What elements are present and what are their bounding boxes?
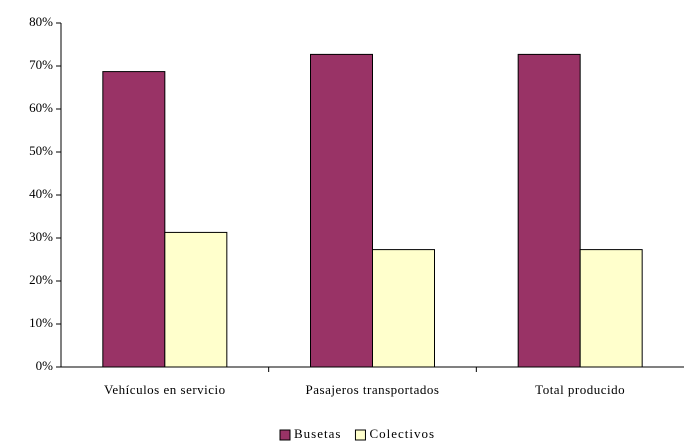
- x-tick-label: Total producido: [535, 382, 625, 397]
- bar: [164, 231, 228, 368]
- legend-label: Busetas: [294, 426, 341, 441]
- y-tick-label: 50%: [29, 143, 53, 158]
- y-tick-label: 0%: [36, 358, 54, 373]
- x-tick-label: Pasajeros transportados: [306, 382, 440, 397]
- y-tick-label: 10%: [29, 315, 53, 330]
- legend-swatch: [279, 429, 291, 441]
- y-tick-label: 80%: [29, 14, 53, 29]
- y-tick-label: 30%: [29, 229, 53, 244]
- bar: [517, 53, 581, 368]
- y-tick-label: 40%: [29, 186, 53, 201]
- y-tick-label: 20%: [29, 272, 53, 287]
- y-tick-label: 60%: [29, 100, 53, 115]
- legend-swatch: [354, 429, 366, 441]
- bar: [310, 53, 373, 368]
- bar: [579, 249, 643, 368]
- x-tick-label: Vehículos en servicio: [104, 382, 226, 397]
- y-tick-label: 70%: [29, 57, 53, 72]
- bar: [372, 249, 435, 368]
- legend-label: Colectivos: [369, 426, 435, 441]
- bar: [102, 71, 166, 368]
